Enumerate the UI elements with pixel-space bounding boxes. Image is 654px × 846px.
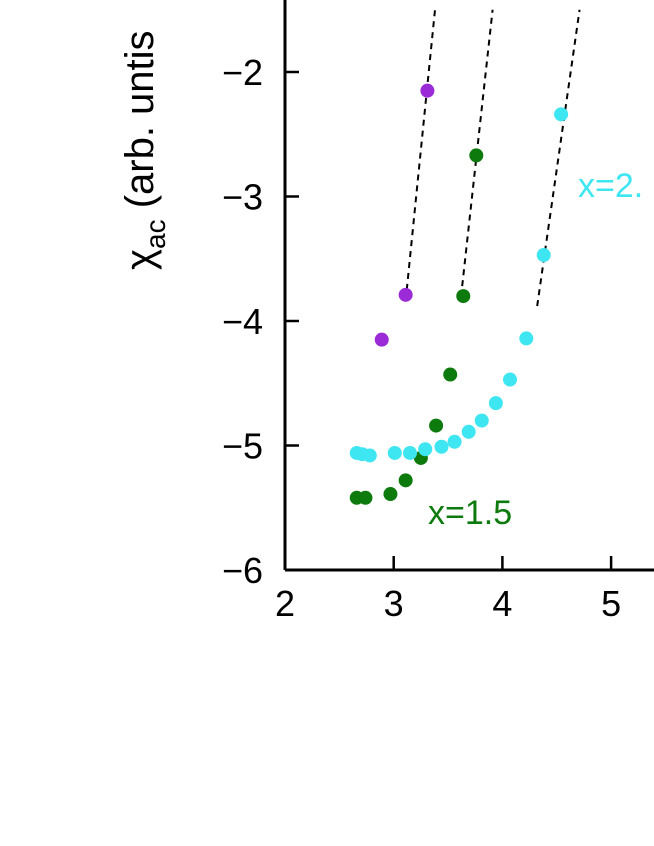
data-point bbox=[456, 289, 471, 304]
y-tick-label: −2 bbox=[222, 52, 263, 93]
data-point bbox=[447, 434, 462, 449]
series-labels: x=1.5 x=2. bbox=[428, 167, 643, 532]
data-point bbox=[519, 331, 534, 346]
data-point bbox=[362, 448, 377, 463]
data-point bbox=[358, 490, 373, 505]
y-tick-label: −6 bbox=[222, 550, 263, 591]
data-point bbox=[429, 418, 444, 433]
data-point bbox=[469, 148, 484, 163]
data-point bbox=[554, 107, 569, 122]
data-point bbox=[503, 372, 518, 387]
axes: −2 −3 −4 −5 −6 2 3 4 5 bbox=[222, 0, 654, 624]
data-point bbox=[488, 396, 503, 411]
data-point bbox=[443, 367, 458, 382]
data-point bbox=[398, 473, 413, 488]
data-point bbox=[418, 442, 433, 457]
data-point bbox=[387, 445, 402, 460]
x-tick-label: 3 bbox=[384, 583, 404, 624]
data-point bbox=[398, 287, 413, 302]
data-points bbox=[349, 83, 569, 505]
data-point bbox=[434, 439, 449, 454]
y-tick-label: −5 bbox=[222, 426, 263, 467]
x-tick-label: 5 bbox=[601, 583, 621, 624]
data-point bbox=[403, 445, 418, 460]
y-axis-label: χac (arb. untis bbox=[118, 30, 171, 270]
data-point bbox=[420, 83, 435, 98]
series-label: x=2. bbox=[578, 167, 643, 205]
data-point bbox=[374, 332, 389, 347]
fit-line bbox=[405, 9, 437, 290]
data-point bbox=[383, 487, 398, 502]
data-point bbox=[461, 424, 476, 439]
y-tick-label: −3 bbox=[222, 177, 263, 218]
fit-lines bbox=[405, 9, 581, 307]
data-point bbox=[474, 413, 489, 428]
y-tick-label: −4 bbox=[222, 301, 263, 342]
x-tick-label: 2 bbox=[275, 583, 295, 624]
data-point bbox=[536, 248, 551, 263]
series-label: x=1.5 bbox=[428, 494, 512, 532]
fit-line bbox=[461, 9, 494, 287]
x-tick-label: 4 bbox=[492, 583, 512, 624]
